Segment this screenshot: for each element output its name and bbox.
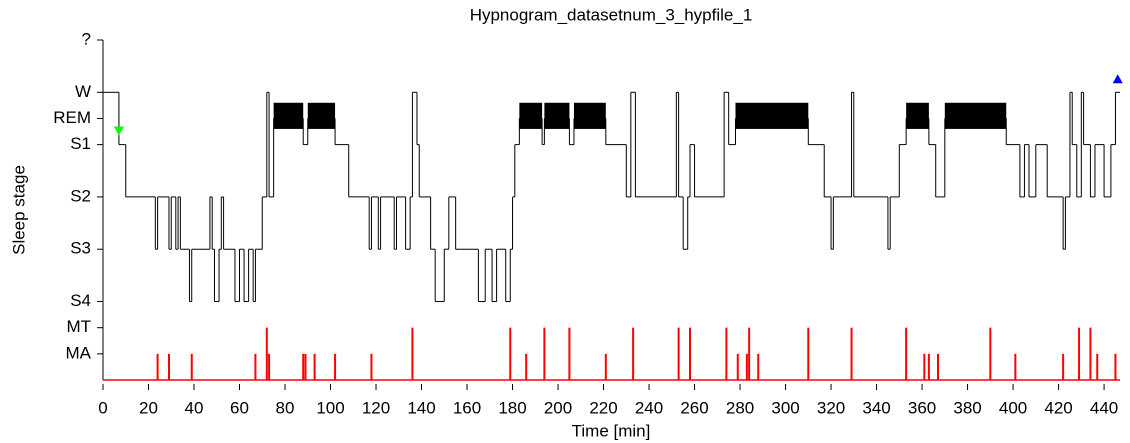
- x-tick-label: 400: [999, 398, 1027, 417]
- rem-block: [273, 102, 304, 129]
- x-tick-label: 440: [1090, 398, 1118, 417]
- rem-block: [544, 102, 570, 129]
- x-tick-label: 320: [817, 398, 845, 417]
- x-tick-label: 60: [230, 398, 249, 417]
- y-tick-label: MT: [66, 317, 91, 336]
- x-tick-label: 340: [862, 398, 890, 417]
- y-tick-label: S3: [70, 239, 91, 258]
- y-tick-label: W: [75, 82, 91, 101]
- x-tick-label: 180: [498, 398, 526, 417]
- x-tick-label: 160: [453, 398, 481, 417]
- y-tick-label: REM: [53, 108, 91, 127]
- y-axis-label: Sleep stage: [9, 165, 28, 255]
- x-tick-label: 280: [726, 398, 754, 417]
- x-tick-label: 140: [407, 398, 435, 417]
- rem-block: [573, 102, 606, 129]
- x-tick-label: 240: [635, 398, 663, 417]
- x-tick-label: 0: [98, 398, 107, 417]
- x-tick-label: 380: [953, 398, 981, 417]
- x-tick-label: 420: [1044, 398, 1072, 417]
- rem-block: [735, 102, 809, 129]
- x-tick-label: 80: [276, 398, 295, 417]
- start-marker: [113, 126, 124, 136]
- x-tick-label: 120: [362, 398, 390, 417]
- x-tick-label: 200: [544, 398, 572, 417]
- y-tick-label: MA: [66, 343, 92, 362]
- rem-block: [519, 102, 543, 129]
- y-tick-label: ?: [82, 29, 91, 48]
- x-tick-label: 220: [589, 398, 617, 417]
- x-tick-label: 300: [771, 398, 799, 417]
- x-axis-label: Time [min]: [572, 421, 651, 440]
- y-tick-label: S1: [70, 134, 91, 153]
- y-tick-label: S2: [70, 186, 91, 205]
- rem-block: [944, 102, 1007, 129]
- x-tick-label: 260: [680, 398, 708, 417]
- x-tick-label: 20: [139, 398, 158, 417]
- chart-title: Hypnogram_datasetnum_3_hypfile_1: [470, 5, 753, 24]
- y-tick-label: S4: [70, 291, 91, 310]
- end-marker: [1112, 74, 1123, 84]
- x-tick-label: 40: [185, 398, 204, 417]
- rem-block: [307, 102, 336, 129]
- rem-block: [906, 102, 929, 129]
- x-tick-label: 360: [908, 398, 936, 417]
- x-tick-label: 100: [316, 398, 344, 417]
